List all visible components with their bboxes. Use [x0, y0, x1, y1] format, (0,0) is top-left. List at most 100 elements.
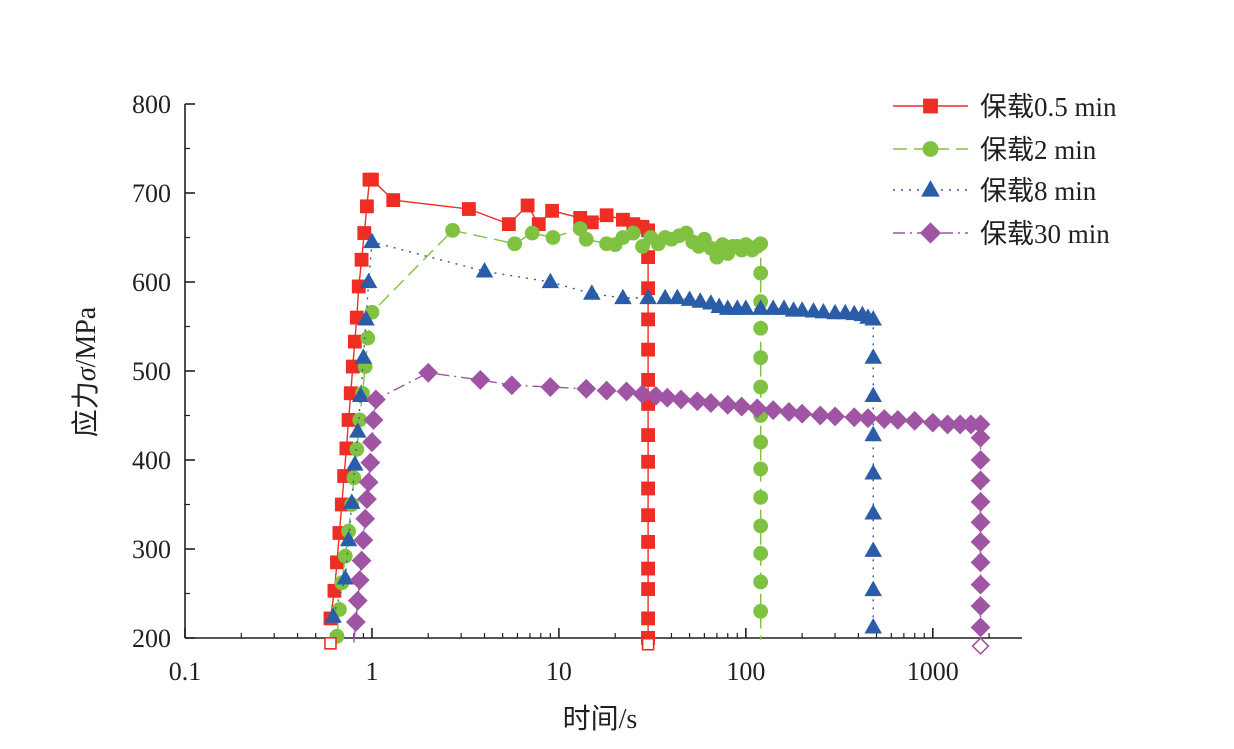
series-3-point — [357, 310, 375, 326]
series-3-point — [864, 580, 882, 597]
series-2-point — [753, 518, 769, 534]
series-1-point — [641, 312, 655, 327]
series-1-point — [599, 208, 614, 223]
legend-item-4: 保载30 min — [893, 219, 1110, 249]
series-1-line — [329, 178, 649, 638]
series-2-point — [524, 225, 540, 241]
series-2-point — [360, 330, 376, 346]
y-axis-title-prefix: 应力 — [70, 381, 102, 437]
series-2 — [329, 221, 769, 644]
legend-marker — [922, 141, 939, 157]
series-4-point — [700, 393, 721, 413]
series-3-point — [324, 607, 342, 623]
series-4-point — [792, 403, 813, 424]
series-4-point — [844, 407, 865, 428]
series-3-point — [864, 504, 882, 520]
legend: 保载0.5 min 保载2 min 保载8 min 保载30 min — [893, 92, 1117, 249]
series-4-point — [418, 362, 439, 383]
series-1-point — [501, 217, 516, 232]
y-tick-label: 300 — [132, 535, 171, 564]
series-3-point — [346, 455, 364, 471]
series-4-point — [501, 375, 522, 396]
series-3-point — [343, 493, 361, 509]
series-4-point — [887, 410, 908, 430]
series-1-point — [545, 203, 560, 218]
x-tick-label: 1 — [365, 657, 378, 686]
series-2-point — [753, 379, 769, 395]
series-4-point — [616, 381, 637, 402]
series-1-point — [641, 428, 655, 442]
legend-item-2: 保载2 min — [893, 135, 1097, 165]
series-4-point — [731, 396, 752, 417]
series-2-point — [753, 574, 769, 590]
series-2-point — [753, 236, 769, 252]
series-2-point — [753, 489, 769, 505]
series-1-point — [386, 193, 401, 208]
series-3-point — [668, 288, 687, 305]
series-3-point — [793, 301, 811, 317]
series-1-point — [357, 226, 372, 240]
series-4-point — [970, 491, 991, 512]
hollow-markers — [324, 636, 990, 656]
series-3-point — [764, 299, 782, 315]
series-4-point — [747, 398, 768, 419]
legend-label: 保载30 min — [980, 219, 1110, 249]
series-4-point — [825, 406, 845, 427]
series-1-point — [584, 215, 599, 230]
legend-marker — [923, 98, 938, 114]
series-4-point — [922, 412, 943, 433]
legend-label: 保载0.5 min — [980, 92, 1117, 122]
series-2-point — [753, 603, 769, 619]
series-2-point — [578, 231, 594, 247]
series-3-point — [351, 386, 370, 403]
series-3-point — [541, 272, 560, 289]
series-4-point — [365, 389, 386, 410]
series-3-point — [751, 299, 770, 315]
series-3-line — [332, 241, 874, 628]
hollow-marker — [641, 637, 655, 651]
y-tick-label: 200 — [132, 624, 171, 653]
series-4-point — [904, 410, 925, 431]
series-4-point — [970, 531, 991, 552]
series-4-point — [349, 570, 370, 591]
series-2-point — [545, 230, 561, 245]
series-4-point — [717, 394, 738, 415]
series-4-point — [540, 377, 561, 397]
series-4-point — [810, 405, 831, 426]
series-3-point — [864, 541, 882, 557]
series-3-point — [864, 310, 882, 326]
series-4-point — [970, 574, 991, 595]
series-1-point — [641, 454, 655, 469]
y-axis-title-suffix: /MPa — [71, 306, 102, 367]
series-1-point — [641, 481, 655, 496]
series-4-point — [874, 409, 895, 429]
series-4-point — [687, 391, 708, 412]
x-tick-label: 10 — [546, 657, 572, 686]
y-axis-title: 应力σ/MPa — [70, 306, 102, 437]
axes: 200 300 400 500 600 700 800 0.1 1 10 100 1000 — [132, 90, 1022, 686]
series-2-point — [625, 225, 641, 241]
series-2-point — [445, 222, 460, 238]
y-tick-label: 700 — [132, 179, 171, 208]
series-3-point — [737, 299, 755, 315]
series-4-point — [362, 432, 382, 453]
series-4-point — [353, 530, 374, 551]
legend-marker — [921, 180, 940, 197]
series-1-point — [461, 202, 476, 216]
series-4-point — [970, 427, 991, 448]
series-3-point — [656, 288, 674, 305]
series-4-point — [596, 380, 617, 401]
x-tick-label: 0.1 — [169, 657, 202, 686]
series-2-line — [336, 227, 762, 640]
hollow-marker — [971, 636, 990, 656]
series-3-point — [864, 425, 882, 442]
legend-item-3: 保载8 min — [893, 176, 1097, 206]
series-2-point — [753, 350, 769, 366]
series-4-point — [351, 550, 372, 571]
series-1-point — [641, 342, 655, 357]
series-4-point — [357, 489, 377, 510]
legend-marker — [919, 222, 942, 244]
series-3-point — [864, 348, 882, 364]
series-4-point — [345, 612, 366, 632]
series-4-point — [347, 590, 368, 611]
